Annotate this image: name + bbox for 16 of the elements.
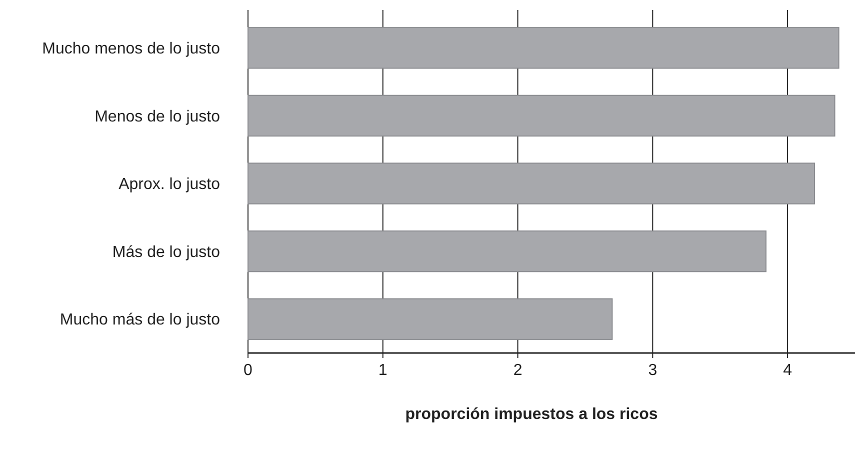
bar (248, 94, 836, 137)
y-tick-label: Menos de lo justo (94, 108, 220, 126)
bar (248, 162, 816, 204)
x-tick-label: 1 (378, 362, 388, 379)
bar (248, 298, 613, 340)
x-tick-label: 2 (513, 362, 522, 379)
x-tick-label: 4 (783, 362, 792, 379)
y-tick-label: Aprox. lo justo (118, 176, 220, 194)
x-tick-label: 0 (244, 362, 253, 379)
bar (248, 230, 766, 272)
x-tick-label: 3 (648, 362, 658, 379)
x-axis-title: proporción impuestos a los ricos (405, 406, 658, 423)
y-tick-label: Mucho menos de lo justo (42, 40, 220, 58)
bar (248, 27, 840, 69)
y-tick-label: Más de lo justo (112, 244, 220, 261)
y-tick-label: Mucho más de lo justo (60, 312, 220, 329)
